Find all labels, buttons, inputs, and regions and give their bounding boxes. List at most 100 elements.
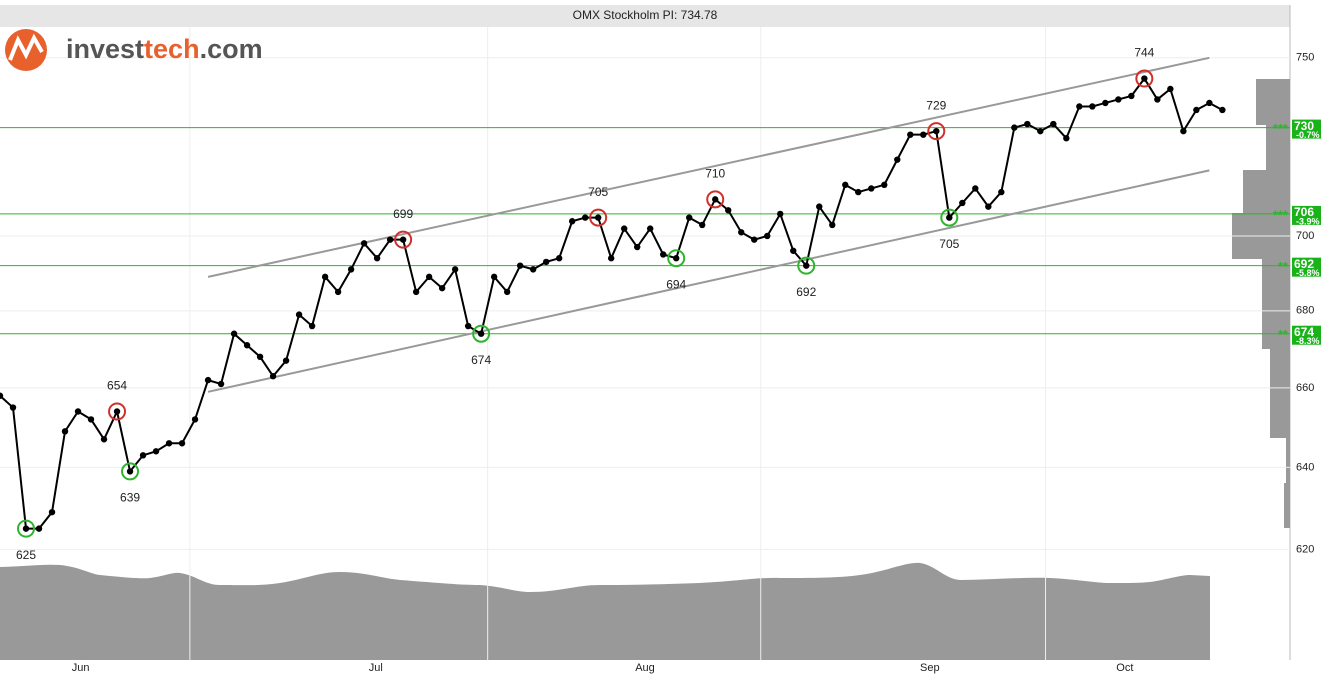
price-point: [777, 210, 784, 218]
extreme-label: 654: [107, 379, 127, 393]
extreme-label: 710: [705, 167, 725, 181]
extreme-label: 729: [926, 98, 946, 112]
price-point: [894, 156, 901, 163]
volume-profile: [1232, 79, 1290, 528]
extreme-label: 694: [666, 277, 686, 291]
price-point: [1154, 96, 1161, 103]
extreme-marker: [472, 324, 491, 343]
extreme-label: 625: [16, 548, 36, 562]
price-point: [490, 273, 498, 281]
price-point: [100, 436, 108, 443]
price-point: [1037, 127, 1044, 135]
price-point: [386, 236, 394, 243]
level-label: 706: [1294, 205, 1314, 219]
price-point: [620, 225, 628, 232]
price-point: [633, 243, 641, 251]
price-point: [87, 416, 95, 423]
extreme-marker: [17, 519, 36, 538]
price-point: [1050, 120, 1057, 128]
price-point: [126, 468, 134, 475]
price-point: [1102, 99, 1109, 107]
price-point: [256, 353, 264, 361]
y-tick-label: 680: [1296, 305, 1314, 317]
y-tick-label: 620: [1296, 543, 1314, 555]
profile-bar: [1266, 125, 1290, 170]
level-stars: **: [1278, 327, 1289, 342]
extreme-marker: [589, 208, 608, 227]
profile-bar: [1243, 170, 1290, 213]
price-point: [464, 322, 472, 330]
level-box: [1292, 205, 1321, 225]
price-point: [22, 525, 30, 532]
price-point: [399, 236, 407, 243]
price-point: [529, 266, 537, 273]
extreme-marker: [940, 208, 959, 227]
extreme-marker: [108, 402, 127, 421]
extreme-label: 744: [1134, 46, 1154, 60]
extreme-marker: [121, 462, 140, 481]
price-point: [985, 203, 992, 210]
price-point: [152, 448, 160, 455]
price-point: [1180, 127, 1187, 135]
level-stars: ***: [1273, 207, 1289, 222]
price-point: [946, 214, 953, 221]
price-point: [334, 288, 342, 296]
logo-text: investtech.com: [66, 34, 263, 64]
price-point: [959, 199, 966, 207]
price-point: [1141, 75, 1148, 82]
price-point: [829, 221, 836, 229]
price-point: [764, 232, 771, 240]
x-tick-label: Aug: [635, 662, 655, 674]
extreme-marker: [706, 190, 725, 209]
extreme-label: 692: [796, 285, 816, 299]
level-stars: **: [1278, 259, 1289, 274]
price-point: [907, 131, 914, 138]
logo-part: invest: [66, 34, 144, 64]
price-point: [1063, 135, 1070, 142]
price-point: [712, 196, 719, 203]
y-tick-label: 700: [1296, 230, 1314, 242]
price-point: [204, 376, 212, 384]
logo-part: .com: [200, 34, 263, 64]
price-point: [61, 428, 69, 435]
level-change: -3.9%: [1296, 216, 1320, 226]
level-stars: ***: [1273, 121, 1289, 136]
price-point: [35, 525, 43, 532]
extreme-label: 699: [393, 207, 413, 221]
extreme-marker: [1135, 69, 1154, 88]
logo-part: tech: [144, 34, 200, 64]
price-point: [803, 262, 810, 269]
level-change: -0.7%: [1296, 130, 1320, 140]
price-point: [295, 311, 303, 318]
price-point: [1115, 96, 1122, 103]
extreme-label: 674: [471, 353, 491, 367]
title-bar: [0, 5, 1290, 27]
price-point: [373, 255, 381, 262]
price-point: [191, 416, 199, 423]
price-point: [555, 255, 563, 262]
extreme-label: 639: [120, 491, 140, 505]
price-point: [308, 322, 316, 330]
level-box: [1292, 325, 1321, 345]
price-point: [412, 288, 420, 296]
x-tick-label: Oct: [1116, 662, 1133, 674]
price-point: [1193, 106, 1200, 114]
x-tick-label: Jun: [72, 662, 90, 674]
price-point: [855, 188, 862, 196]
x-tick-label: Jul: [369, 662, 383, 674]
y-tick-label: 640: [1296, 461, 1314, 473]
price-point: [607, 255, 615, 262]
level-change: -5.8%: [1296, 268, 1320, 278]
price-point: [113, 408, 121, 415]
price-point: [673, 255, 680, 262]
price-point: [738, 229, 745, 236]
price-point: [1128, 92, 1135, 100]
extreme-marker: [927, 122, 946, 141]
price-point: [282, 357, 290, 364]
price-point: [933, 127, 940, 135]
profile-bar: [1286, 438, 1290, 483]
price-point: [920, 131, 927, 138]
price-point: [581, 214, 589, 221]
price-point: [269, 373, 277, 380]
